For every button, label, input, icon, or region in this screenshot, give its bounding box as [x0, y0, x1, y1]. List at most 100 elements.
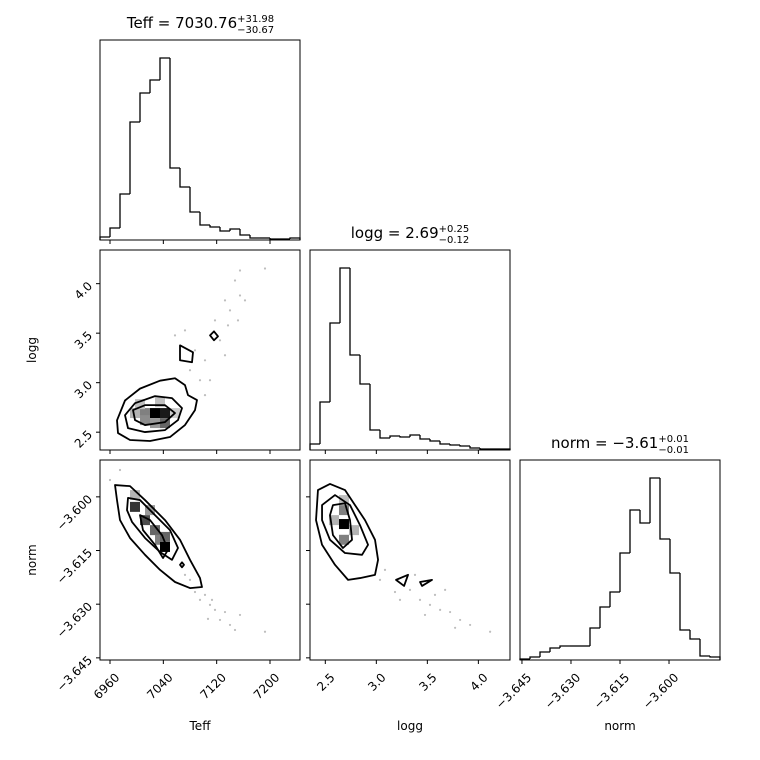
density-cell	[348, 525, 359, 536]
sample-point	[223, 299, 227, 302]
histogram-step	[219, 227, 230, 232]
contour-line	[124, 395, 183, 433]
histogram-step	[689, 630, 700, 640]
histogram-step	[439, 441, 450, 445]
sample-point	[408, 588, 412, 591]
sample-point	[489, 630, 492, 633]
panel-title: logg = 2.69+0.25 −0.12	[351, 224, 470, 246]
axes-frame	[99, 39, 301, 241]
sample-point	[208, 379, 212, 382]
title-sup: +0.25	[439, 224, 470, 235]
density-cell	[140, 515, 150, 526]
title-sup: +0.01	[658, 434, 689, 445]
y-tick-label: −3.600	[54, 492, 95, 533]
sample-point	[203, 593, 207, 596]
histogram-step	[139, 92, 150, 122]
sample-point	[383, 568, 387, 571]
axes-frame	[309, 249, 511, 451]
x-tick-label: 7200	[251, 670, 282, 701]
sample-point	[118, 468, 122, 472]
sample-point	[393, 590, 397, 594]
density-cell	[338, 505, 349, 516]
sample-point	[198, 379, 202, 382]
sample-point	[433, 593, 437, 596]
sample-point	[469, 623, 472, 627]
sample-point	[423, 613, 427, 617]
sample-point	[183, 573, 187, 576]
y-tick-label: 4.0	[72, 279, 95, 302]
histogram-step	[599, 606, 610, 628]
panel: 2.5 3.0 3.5 4.0 logg	[306, 459, 511, 733]
sample-point	[449, 610, 452, 614]
sample-point	[228, 309, 232, 312]
density-cell	[328, 515, 339, 526]
panel: logg = 2.69+0.25 −0.12	[309, 224, 511, 454]
histogram-step	[659, 478, 670, 540]
x-axis-label: Teff	[189, 719, 212, 733]
sample-point	[218, 618, 222, 622]
panel: norm = −3.61+0.01 −0.01 −3.645 −3.630 −3.615…	[493, 434, 721, 733]
contour-line	[419, 578, 433, 587]
sample-point	[444, 588, 447, 591]
sample-point	[173, 334, 177, 337]
density-cell	[140, 408, 150, 419]
contour-line	[329, 502, 353, 549]
sample-point	[233, 279, 237, 282]
sample-point	[223, 610, 227, 614]
x-tick-label: 7040	[144, 670, 175, 701]
histogram-step	[379, 430, 390, 439]
histogram-step	[559, 645, 570, 648]
y-tick-label: −3.645	[54, 653, 95, 694]
sample-point	[108, 478, 112, 482]
panel-title: norm = −3.61+0.01 −0.01	[551, 434, 689, 456]
sample-point	[459, 618, 462, 622]
contour-line	[321, 494, 369, 556]
density-cell	[338, 534, 349, 545]
histogram-step	[389, 435, 400, 438]
title-sub: −30.67	[237, 25, 274, 36]
histogram-step	[249, 235, 260, 239]
histogram-step	[429, 439, 440, 442]
histogram-step	[359, 355, 370, 385]
histogram-step	[409, 434, 420, 437]
panel: 6960 7040 7120 7200 −3.600 −3.615 −3.630 −3.645…	[25, 459, 301, 733]
density-cell	[130, 408, 140, 419]
histogram-step	[109, 227, 120, 237]
density-cell	[338, 519, 349, 530]
sample-point	[454, 626, 457, 629]
contour-line	[209, 330, 219, 342]
density-cell	[160, 531, 170, 542]
histogram-step	[629, 509, 640, 553]
density-cell	[155, 397, 165, 408]
histogram-step	[639, 510, 650, 524]
contour-line	[315, 483, 379, 581]
sample-point	[378, 578, 382, 581]
sample-point	[238, 613, 242, 617]
histogram-step	[149, 79, 160, 93]
sample-point	[210, 598, 214, 601]
x-tick-label: 3.5	[416, 670, 439, 693]
sample-point	[263, 630, 267, 633]
sample-point	[228, 623, 232, 627]
sample-point	[203, 359, 207, 362]
y-tick-label: −3.630	[54, 599, 95, 640]
title-main: logg = 2.69	[351, 224, 439, 242]
x-tick-label: −3.630	[542, 670, 583, 711]
x-axis-label: logg	[397, 719, 423, 733]
histogram-step	[619, 552, 630, 592]
title-sup: +31.98	[237, 14, 274, 25]
contour-line	[132, 404, 176, 426]
histogram-step	[709, 656, 721, 660]
sample-point	[226, 324, 230, 327]
x-axis-label: norm	[604, 719, 635, 733]
sample-point	[188, 369, 192, 372]
title-sub: −0.12	[439, 235, 470, 246]
sample-point	[218, 339, 222, 342]
sample-point	[398, 598, 402, 601]
sample-point	[188, 578, 192, 581]
contour-line	[179, 344, 194, 364]
histogram-step	[399, 436, 410, 438]
y-tick-label: 3.0	[72, 378, 95, 401]
sample-point	[183, 329, 187, 332]
x-tick-label: 4.0	[467, 670, 490, 693]
